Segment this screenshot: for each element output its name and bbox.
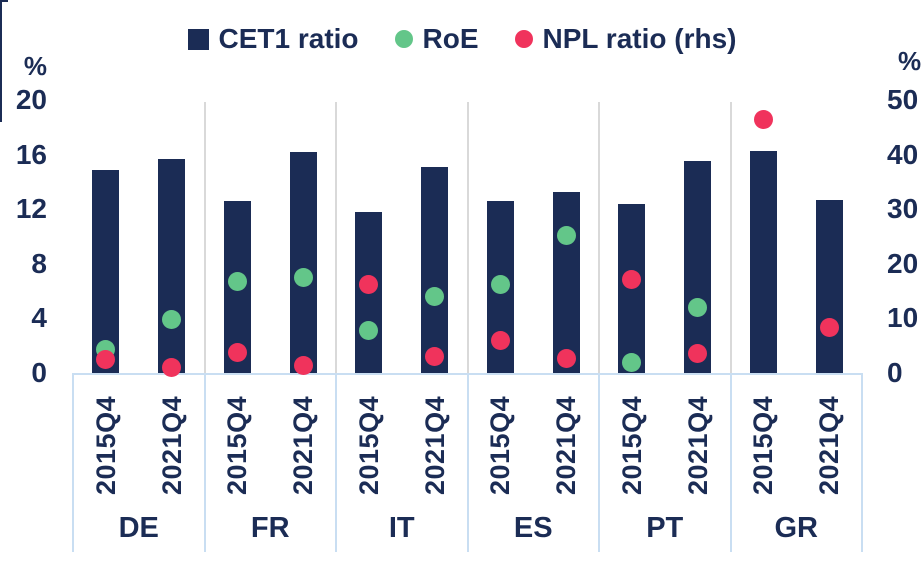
- right-axis-tick-label: 10: [887, 302, 919, 334]
- x-tick-label-DE-2015Q4: 2015Q4: [90, 395, 121, 495]
- roe-dot-FR-2015Q4: [227, 272, 247, 291]
- circle-marker-icon: [514, 30, 533, 48]
- x-tick-label-ES-2021Q4: 2021Q4: [551, 395, 582, 495]
- bar-DE-2015Q4: [92, 169, 120, 373]
- roe-dot-ES-2015Q4: [490, 274, 510, 294]
- npl-dot-GR-2021Q4: [819, 317, 839, 337]
- npl-dot-GR-2015Q4: [753, 109, 773, 129]
- legend-label: CET1 ratio: [218, 23, 359, 54]
- x-tick-label-FR-2021Q4: 2021Q4: [288, 395, 319, 495]
- x-tick-label-PT-2015Q4: 2015Q4: [616, 395, 647, 495]
- category-label-DE: DE: [118, 512, 159, 544]
- roe-dot-PT-2021Q4: [688, 298, 708, 317]
- legend-item-roe: RoE: [394, 23, 479, 55]
- left-axis-tick-label: 20: [15, 84, 47, 115]
- x-tick-label-GR-2021Q4: 2021Q4: [814, 395, 845, 495]
- group-separator-line: [466, 102, 469, 373]
- npl-dot-ES-2021Q4: [556, 349, 576, 369]
- npl-dot-FR-2021Q4: [293, 356, 313, 376]
- group-separator-line: [203, 102, 206, 373]
- x-tick-label-FR-2015Q4: 2015Q4: [222, 395, 253, 495]
- npl-dot-PT-2021Q4: [688, 344, 708, 364]
- bar-GR-2021Q4: [815, 199, 843, 373]
- roe-dot-DE-2021Q4: [162, 310, 182, 330]
- bar-FR-2021Q4: [289, 151, 317, 373]
- category-bracket-line: [466, 373, 469, 552]
- x-tick-label-ES-2015Q4: 2015Q4: [485, 395, 516, 495]
- bar-IT-2021Q4: [421, 166, 449, 373]
- right-axis-tick-label: 40: [887, 138, 919, 170]
- npl-dot-DE-2015Q4: [96, 349, 116, 369]
- group-separator-line: [335, 102, 337, 373]
- right-axis-unit-label: %: [898, 46, 922, 76]
- right-axis-tick-label: 0: [887, 357, 903, 388]
- screenshot-edge-line: [0, 0, 8, 2]
- left-axis-tick-label: 12: [15, 193, 47, 225]
- category-label-PT: PT: [646, 512, 684, 544]
- circle-marker-icon: [394, 30, 413, 48]
- legend-item-cet1-ratio: CET1 ratio: [187, 23, 359, 55]
- npl-dot-IT-2021Q4: [425, 346, 445, 366]
- category-bracket-line: [335, 373, 337, 552]
- category-label-ES: ES: [513, 512, 553, 544]
- x-tick-label-DE-2021Q4: 2021Q4: [156, 395, 187, 495]
- left-axis-tick-label: 4: [31, 302, 47, 334]
- legend-label: NPL ratio (rhs): [542, 23, 737, 54]
- bar-ES-2021Q4: [552, 191, 580, 373]
- npl-dot-ES-2015Q4: [490, 330, 510, 350]
- roe-dot-IT-2021Q4: [425, 287, 445, 307]
- x-tick-label-PT-2021Q4: 2021Q4: [682, 395, 713, 495]
- bar-DE-2021Q4: [158, 158, 186, 373]
- category-label-GR: GR: [774, 512, 819, 544]
- left-axis-unit-label: %: [23, 51, 47, 81]
- screenshot-edge-line: [0, 0, 2, 122]
- group-separator-line: [598, 102, 600, 373]
- square-marker-icon: [187, 28, 209, 50]
- right-axis-tick-label: 50: [887, 84, 919, 115]
- category-bracket-line: [729, 373, 732, 552]
- npl-dot-PT-2015Q4: [622, 269, 642, 289]
- left-axis-tick-label: 8: [31, 247, 47, 279]
- group-separator-line: [729, 102, 732, 373]
- npl-dot-IT-2015Q4: [359, 275, 379, 294]
- x-tick-label-IT-2021Q4: 2021Q4: [419, 395, 450, 495]
- category-label-FR: FR: [250, 512, 290, 544]
- x-tick-label-IT-2015Q4: 2015Q4: [353, 395, 384, 495]
- legend-label: RoE: [422, 23, 479, 54]
- right-axis-tick-label: 20: [887, 247, 919, 279]
- npl-dot-DE-2021Q4: [162, 358, 182, 377]
- x-tick-label-GR-2015Q4: 2015Q4: [748, 395, 779, 495]
- category-bracket-line: [72, 373, 74, 552]
- roe-dot-IT-2015Q4: [359, 321, 379, 341]
- chart-legend: CET1 ratio RoE NPL ratio (rhs): [0, 22, 924, 56]
- roe-dot-PT-2015Q4: [622, 352, 642, 372]
- category-label-IT: IT: [388, 512, 415, 544]
- category-bracket-line: [861, 373, 863, 552]
- left-axis-tick-label: 0: [31, 357, 47, 388]
- roe-dot-FR-2021Q4: [293, 267, 313, 287]
- category-bracket-line: [598, 373, 600, 552]
- roe-dot-ES-2021Q4: [556, 225, 576, 245]
- bar-PT-2021Q4: [684, 161, 712, 373]
- left-axis-tick-label: 16: [15, 138, 47, 170]
- right-axis-tick-label: 30: [887, 193, 919, 225]
- legend-item-npl-ratio: NPL ratio (rhs): [514, 23, 737, 55]
- category-bracket-line: [203, 373, 206, 552]
- npl-dot-FR-2015Q4: [227, 343, 247, 363]
- bar-GR-2015Q4: [749, 150, 777, 373]
